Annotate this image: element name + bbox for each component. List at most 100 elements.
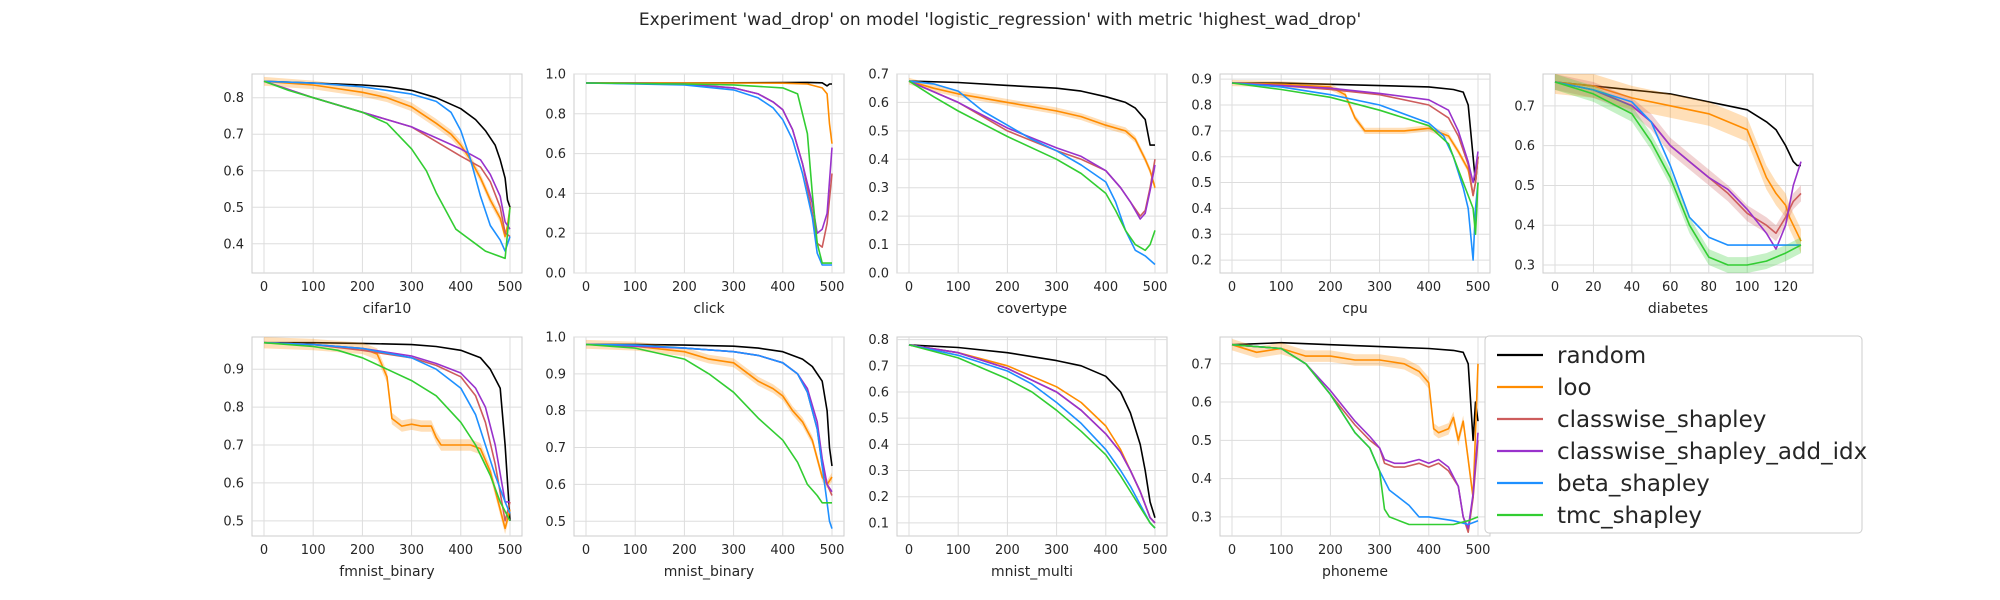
x-tick-label: 300 bbox=[1044, 280, 1069, 295]
x-tick-label: 200 bbox=[672, 543, 697, 558]
legend-label: classwise_shapley bbox=[1557, 407, 1766, 433]
y-tick-label: 0.4 bbox=[1191, 472, 1212, 487]
series-group bbox=[908, 344, 1156, 529]
y-tick-label: 0.7 bbox=[1191, 124, 1212, 139]
x-tick-label: 100 bbox=[1269, 280, 1294, 295]
legend-label: tmc_shapley bbox=[1557, 503, 1702, 529]
series-line-beta_shapley bbox=[1554, 81, 1801, 246]
series-line-loo bbox=[263, 80, 511, 238]
series-line-beta_shapley bbox=[263, 80, 511, 252]
series-line-beta_shapley bbox=[585, 82, 832, 266]
series-line-random bbox=[1554, 81, 1801, 167]
y-tick-label: 0.1 bbox=[868, 238, 889, 253]
legend-item-classwise_shapley_add_idx: classwise_shapley_add_idx bbox=[1497, 439, 1867, 465]
x-tick-label: 500 bbox=[498, 543, 523, 558]
legend-label: beta_shapley bbox=[1557, 471, 1710, 497]
x-tick-label: 0 bbox=[582, 280, 590, 295]
y-tick-label: 0.0 bbox=[545, 267, 566, 282]
series-line-beta_shapley bbox=[263, 341, 511, 514]
series-group bbox=[1554, 74, 1802, 273]
x-tick-label: 300 bbox=[399, 543, 424, 558]
y-tick-label: 0.6 bbox=[223, 476, 244, 491]
y-tick-label: 0.6 bbox=[223, 164, 244, 179]
y-tick-label: 0.6 bbox=[545, 147, 566, 162]
series-line-tmc_shapley bbox=[1231, 343, 1479, 526]
series-line-tmc_shapley bbox=[1554, 81, 1802, 266]
y-tick-label: 0.8 bbox=[545, 404, 566, 419]
y-tick-label: 0.4 bbox=[868, 153, 889, 168]
y-tick-label: 0.5 bbox=[1191, 434, 1212, 449]
y-tick-label: 0.7 bbox=[868, 359, 889, 374]
x-tick-label: 100 bbox=[301, 280, 326, 295]
confidence-band-loo bbox=[1555, 74, 1801, 254]
x-tick-label: 400 bbox=[770, 543, 795, 558]
y-tick-label: 0.6 bbox=[1191, 396, 1212, 411]
x-tick-label: 120 bbox=[1773, 280, 1798, 295]
x-tick-label: 200 bbox=[672, 280, 697, 295]
x-axis-label: fmnist_binary bbox=[339, 564, 434, 580]
series-line-classwise_shapley_add_idx bbox=[585, 82, 833, 234]
y-tick-label: 1.0 bbox=[545, 68, 566, 83]
y-tick-label: 0.7 bbox=[545, 441, 566, 456]
y-tick-label: 0.6 bbox=[545, 478, 566, 493]
x-tick-label: 200 bbox=[1318, 280, 1343, 295]
x-tick-label: 500 bbox=[1143, 543, 1168, 558]
y-tick-label: 0.7 bbox=[223, 439, 244, 454]
series-line-classwise_shapley_add_idx bbox=[1231, 82, 1479, 184]
x-tick-label: 40 bbox=[1624, 280, 1641, 295]
y-tick-label: 0.2 bbox=[545, 227, 566, 242]
x-tick-label: 100 bbox=[946, 543, 971, 558]
y-tick-label: 0.3 bbox=[1514, 259, 1535, 274]
y-tick-label: 1.0 bbox=[545, 331, 566, 346]
y-tick-label: 0.8 bbox=[868, 333, 889, 348]
series-line-tmc_shapley bbox=[585, 82, 832, 264]
series-line-random bbox=[1231, 341, 1479, 442]
plot-area bbox=[896, 336, 1168, 537]
x-tick-label: 300 bbox=[1367, 280, 1392, 295]
subplot-mnist_multi: 0 100 200 300 400 500 0.1 0.2 0.3 0.4 0.5 0.6 0.7 0.8… bbox=[868, 333, 1168, 580]
series-line-tmc_shapley bbox=[1231, 82, 1479, 235]
y-tick-label: 0.4 bbox=[868, 438, 889, 453]
x-tick-label: 200 bbox=[995, 280, 1020, 295]
subplot-cifar10: 0 100 200 300 400 500 0.4 0.5 0.6 0.7 0.8 cifar10 bbox=[223, 73, 523, 317]
series-line-random bbox=[1232, 82, 1479, 184]
x-tick-label: 500 bbox=[820, 280, 845, 295]
subplot-click: 0 100 200 300 400 500 0.0 0.2 0.4 0.6 0.8 1.0 click bbox=[545, 68, 845, 317]
x-axis-label: click bbox=[693, 301, 725, 317]
series-line-beta_shapley bbox=[1231, 82, 1479, 261]
x-tick-label: 400 bbox=[770, 280, 795, 295]
x-tick-label: 100 bbox=[623, 280, 648, 295]
x-tick-label: 0 bbox=[1551, 280, 1559, 295]
x-tick-label: 500 bbox=[820, 543, 845, 558]
subplot-covertype: 0 100 200 300 400 500 0.0 0.1 0.2 0.3 0.4 0.5 0.6 0.7… bbox=[868, 68, 1168, 317]
y-tick-label: 0.5 bbox=[223, 201, 244, 216]
series-line-tmc_shapley bbox=[263, 80, 511, 260]
series-group bbox=[585, 339, 833, 529]
x-tick-label: 80 bbox=[1700, 280, 1717, 295]
plot-area bbox=[1219, 73, 1491, 274]
x-tick-label: 300 bbox=[1044, 543, 1069, 558]
subplot-phoneme: 0 100 200 300 400 500 0.3 0.4 0.5 0.6 0.7 phoneme bbox=[1191, 336, 1491, 580]
series-line-loo bbox=[1554, 81, 1802, 242]
subplot-fmnist_binary: 0 100 200 300 400 500 0.5 0.6 0.7 0.8 0.9 fmnist_bi… bbox=[223, 336, 523, 580]
series-line-classwise_shapley_add_idx bbox=[1554, 81, 1802, 250]
y-tick-label: 0.8 bbox=[223, 401, 244, 416]
y-tick-label: 0.6 bbox=[1191, 150, 1212, 165]
y-tick-label: 0.6 bbox=[1514, 139, 1535, 154]
series-line-tmc_shapley bbox=[585, 343, 832, 504]
x-tick-label: 0 bbox=[260, 280, 268, 295]
y-tick-label: 0.5 bbox=[868, 412, 889, 427]
legend-frame bbox=[1484, 335, 1863, 534]
legend-item-classwise_shapley: classwise_shapley bbox=[1497, 407, 1766, 433]
y-tick-label: 0.3 bbox=[1191, 228, 1212, 243]
y-tick-label: 0.9 bbox=[1191, 73, 1212, 88]
x-tick-label: 100 bbox=[623, 543, 648, 558]
confidence-band-classwise_shapley bbox=[1555, 74, 1801, 242]
y-tick-label: 0.9 bbox=[223, 363, 244, 378]
series-line-classwise_shapley_add_idx bbox=[908, 344, 1156, 524]
series-group bbox=[263, 76, 511, 260]
plot-area bbox=[251, 73, 523, 274]
confidence-band-tmc_shapley bbox=[1555, 74, 1801, 273]
series-line-random bbox=[908, 80, 1155, 146]
x-tick-label: 200 bbox=[1318, 543, 1343, 558]
